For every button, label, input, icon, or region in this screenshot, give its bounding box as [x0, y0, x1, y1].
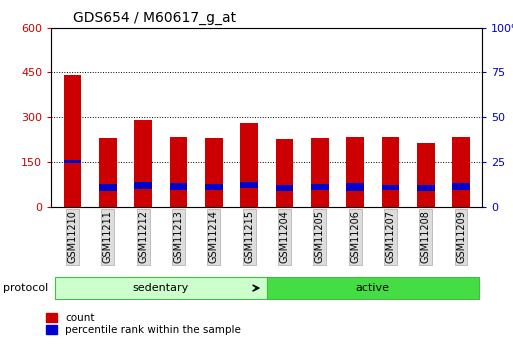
Text: GSM11215: GSM11215	[244, 210, 254, 264]
Text: GSM11205: GSM11205	[315, 210, 325, 264]
Text: GSM11210: GSM11210	[68, 210, 77, 263]
Bar	[346, 183, 364, 190]
Bar	[205, 184, 223, 190]
Text: sedentary: sedentary	[133, 283, 189, 293]
Bar	[205, 138, 223, 207]
Bar	[417, 185, 435, 191]
Bar	[134, 183, 152, 189]
FancyBboxPatch shape	[267, 277, 479, 299]
Text: GSM11214: GSM11214	[209, 210, 219, 263]
Bar	[452, 137, 470, 207]
Text: active: active	[356, 283, 390, 293]
FancyBboxPatch shape	[55, 277, 267, 299]
Bar	[311, 138, 328, 207]
Text: GSM11204: GSM11204	[280, 210, 289, 263]
Text: GSM11206: GSM11206	[350, 210, 360, 263]
Bar	[99, 184, 116, 190]
Text: GSM11213: GSM11213	[173, 210, 184, 263]
Bar	[382, 137, 399, 207]
Text: GSM11209: GSM11209	[456, 210, 466, 263]
Text: GSM11211: GSM11211	[103, 210, 113, 263]
Bar	[170, 183, 187, 190]
Bar	[240, 182, 258, 188]
Bar	[311, 184, 328, 190]
Text: GSM11212: GSM11212	[138, 210, 148, 264]
Bar	[64, 160, 82, 163]
Bar	[134, 120, 152, 207]
Bar	[382, 185, 399, 190]
Bar	[346, 137, 364, 207]
Bar	[275, 185, 293, 191]
Bar	[417, 143, 435, 207]
Bar	[452, 184, 470, 190]
Text: protocol: protocol	[3, 283, 48, 293]
Text: GDS654 / M60617_g_at: GDS654 / M60617_g_at	[73, 11, 236, 25]
Text: GSM11208: GSM11208	[421, 210, 431, 263]
Bar	[170, 137, 187, 207]
Bar	[275, 139, 293, 207]
Bar	[240, 123, 258, 207]
Text: GSM11207: GSM11207	[385, 210, 396, 264]
Legend: count, percentile rank within the sample: count, percentile rank within the sample	[46, 313, 241, 335]
Bar	[99, 138, 116, 207]
Bar	[64, 76, 82, 207]
